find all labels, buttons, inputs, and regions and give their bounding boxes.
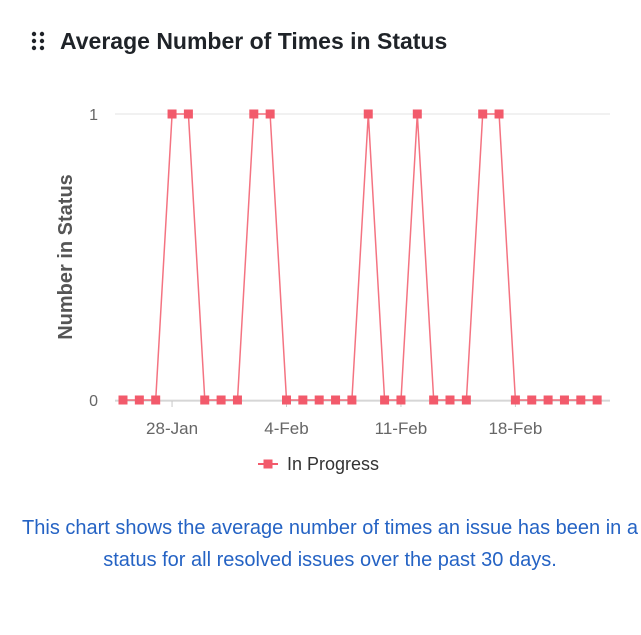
y-tick-label: 1 [89,107,98,124]
data-point [183,109,193,119]
data-point [461,395,471,405]
drag-handle-icon[interactable] [30,31,46,51]
data-point [232,395,242,405]
data-point [494,109,504,119]
x-tick-label: 28-Jan [146,419,198,438]
data-point [412,109,422,119]
x-tick-label: 18-Feb [488,419,542,438]
data-point [445,395,455,405]
data-point [363,109,373,119]
y-axis-label: Number in Status [55,174,77,340]
data-point [396,395,406,405]
data-point [510,395,520,405]
x-tick-label: 4-Feb [264,419,308,438]
x-tick-label: 11-Feb [375,419,428,438]
data-point [543,395,553,405]
data-point [134,395,144,405]
data-point [331,395,341,405]
data-point [314,395,324,405]
data-point [576,395,586,405]
panel-title: Average Number of Times in Status [60,27,448,54]
data-point [429,395,439,405]
data-point [527,395,537,405]
average-times-in-status-chart: 0 1 Number in Status 28-Jan 4-Feb 11-Feb 18-Fe… [55,107,610,474]
y-tick-label: 0 [89,393,98,410]
legend-label[interactable]: In Progress [287,454,379,474]
chart-caption: This chart shows the average number of t… [22,517,638,571]
data-point [249,109,259,119]
data-point [380,395,390,405]
data-point [282,395,291,405]
data-point [265,109,275,119]
data-point [167,109,177,119]
data-point [151,395,161,405]
data-point [347,395,357,405]
data-point [118,395,128,405]
data-point [298,395,308,405]
legend-marker [263,459,273,469]
series-line-in-progress [123,113,598,401]
data-point [200,395,210,405]
data-point [478,109,488,119]
data-point [559,395,569,405]
data-point [592,395,602,405]
data-point [216,395,226,405]
panel-header: Average Number of Times in Status [30,24,447,58]
